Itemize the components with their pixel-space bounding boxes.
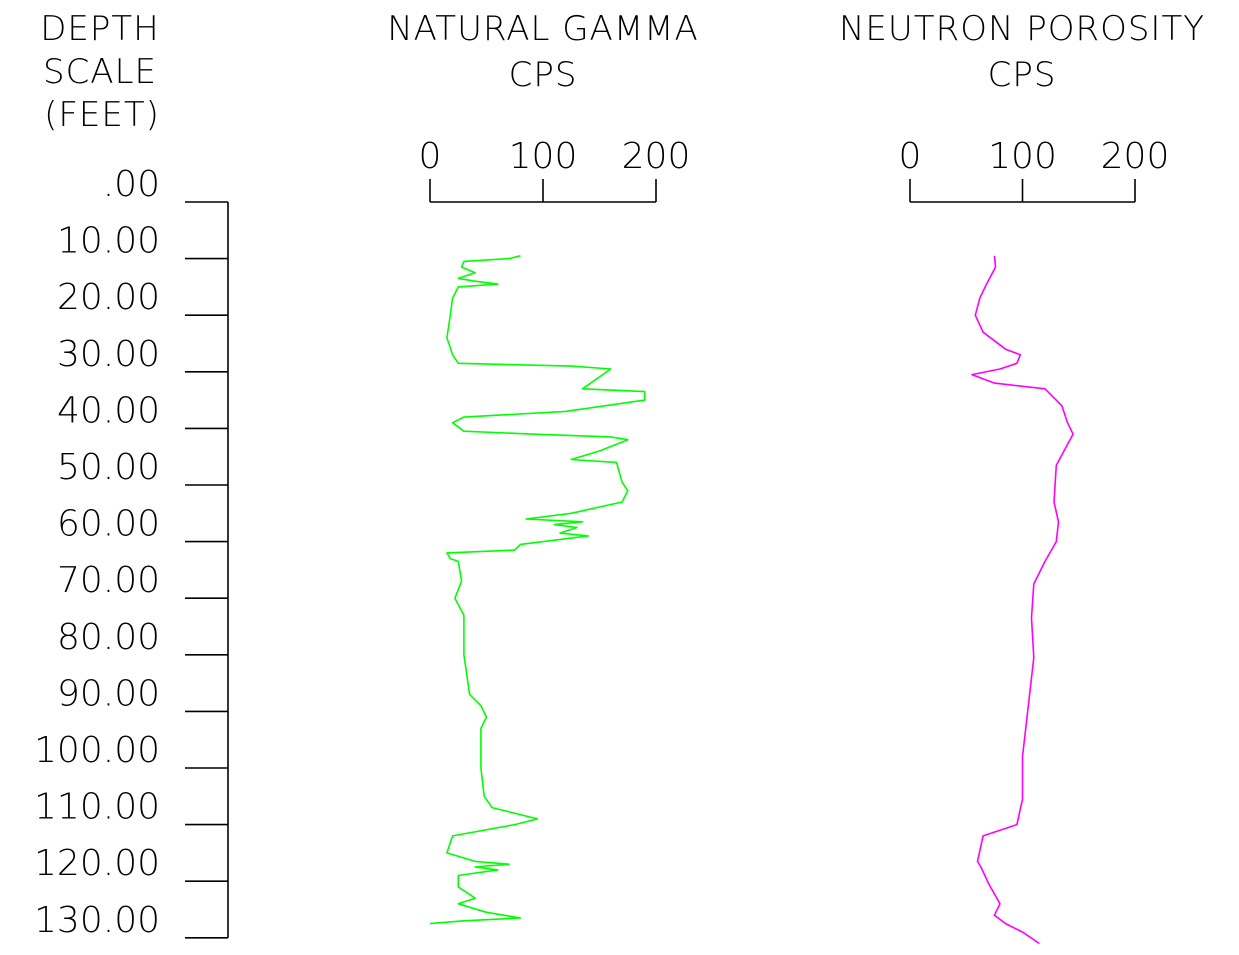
log-curves	[429, 255, 1074, 945]
depth-tick-label: 130.00	[34, 900, 160, 941]
depth-header-line-2: SCALE	[43, 52, 157, 92]
depth-axis-header: DEPTH SCALE (FEET)	[40, 9, 160, 135]
depth-tick-label: 110.00	[34, 787, 160, 828]
depth-tick-label: 50.00	[57, 447, 160, 488]
depth-header-line-3: (FEET)	[44, 95, 160, 135]
depth-tick-label: 100.00	[34, 730, 160, 771]
track-scale-tick-label: 0	[419, 136, 442, 177]
depth-tick-label: .00	[103, 164, 160, 205]
track-scale-tick-label: 200	[622, 136, 691, 177]
natural-gamma-curve	[429, 255, 646, 925]
track-scale-tick-label: 100	[988, 136, 1057, 177]
depth-tick-label: 80.00	[57, 617, 160, 658]
depth-tick-label: 120.00	[34, 843, 160, 884]
track-scale-tick-label: 0	[899, 136, 922, 177]
neutron-track-title: NEUTRON POROSITY	[839, 9, 1205, 49]
depth-header-line-1: DEPTH	[40, 9, 160, 49]
depth-tick-label: 40.00	[57, 390, 160, 431]
track-scale-tick-label: 100	[509, 136, 578, 177]
neutron-track-unit: CPS	[988, 55, 1057, 95]
depth-tick-label: 70.00	[57, 560, 160, 601]
gamma-track-header: NATURAL GAMMA CPS	[387, 9, 699, 95]
depth-tick-label: 90.00	[57, 673, 160, 714]
track-axes: 0 100 200 0 100 200	[419, 136, 1170, 203]
depth-tick-label: 60.00	[57, 504, 160, 545]
gamma-track-title: NATURAL GAMMA	[387, 9, 699, 49]
neutron-porosity-curve	[971, 255, 1074, 945]
depth-tick-label: 20.00	[57, 277, 160, 318]
depth-tick-label: 10.00	[57, 221, 160, 262]
depth-axis: .00 10.00 20.00 30.00 40.00 50.00 60.00 70.00 80…	[34, 164, 229, 941]
depth-tick-label: 30.00	[57, 334, 160, 375]
neutron-track-header: NEUTRON POROSITY CPS	[839, 9, 1205, 95]
gamma-track-unit: CPS	[509, 55, 578, 95]
track-scale-tick-label: 200	[1101, 136, 1170, 177]
